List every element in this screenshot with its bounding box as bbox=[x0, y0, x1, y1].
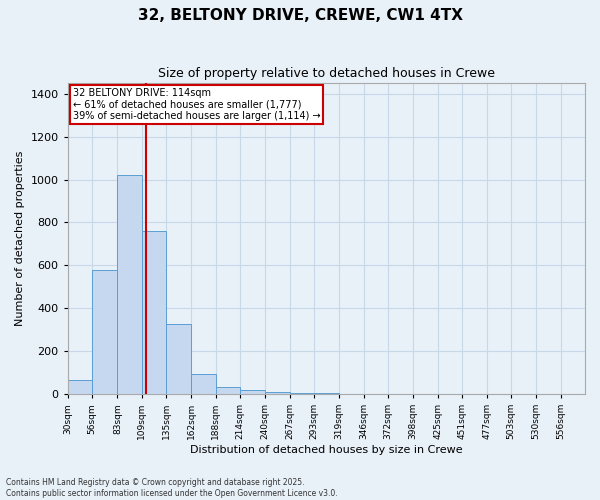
Bar bbox=[118, 176, 142, 394]
Bar bbox=[68, 380, 92, 394]
Bar bbox=[216, 386, 240, 394]
Bar bbox=[191, 374, 216, 394]
Bar bbox=[290, 393, 314, 394]
Bar bbox=[265, 392, 290, 394]
Text: 32 BELTONY DRIVE: 114sqm
← 61% of detached houses are smaller (1,777)
39% of sem: 32 BELTONY DRIVE: 114sqm ← 61% of detach… bbox=[73, 88, 320, 121]
Bar bbox=[240, 390, 265, 394]
X-axis label: Distribution of detached houses by size in Crewe: Distribution of detached houses by size … bbox=[190, 445, 463, 455]
Y-axis label: Number of detached properties: Number of detached properties bbox=[15, 151, 25, 326]
Title: Size of property relative to detached houses in Crewe: Size of property relative to detached ho… bbox=[158, 68, 495, 80]
Text: Contains HM Land Registry data © Crown copyright and database right 2025.
Contai: Contains HM Land Registry data © Crown c… bbox=[6, 478, 338, 498]
Bar bbox=[92, 270, 118, 394]
Bar bbox=[166, 324, 191, 394]
Text: 32, BELTONY DRIVE, CREWE, CW1 4TX: 32, BELTONY DRIVE, CREWE, CW1 4TX bbox=[137, 8, 463, 22]
Bar bbox=[142, 231, 166, 394]
